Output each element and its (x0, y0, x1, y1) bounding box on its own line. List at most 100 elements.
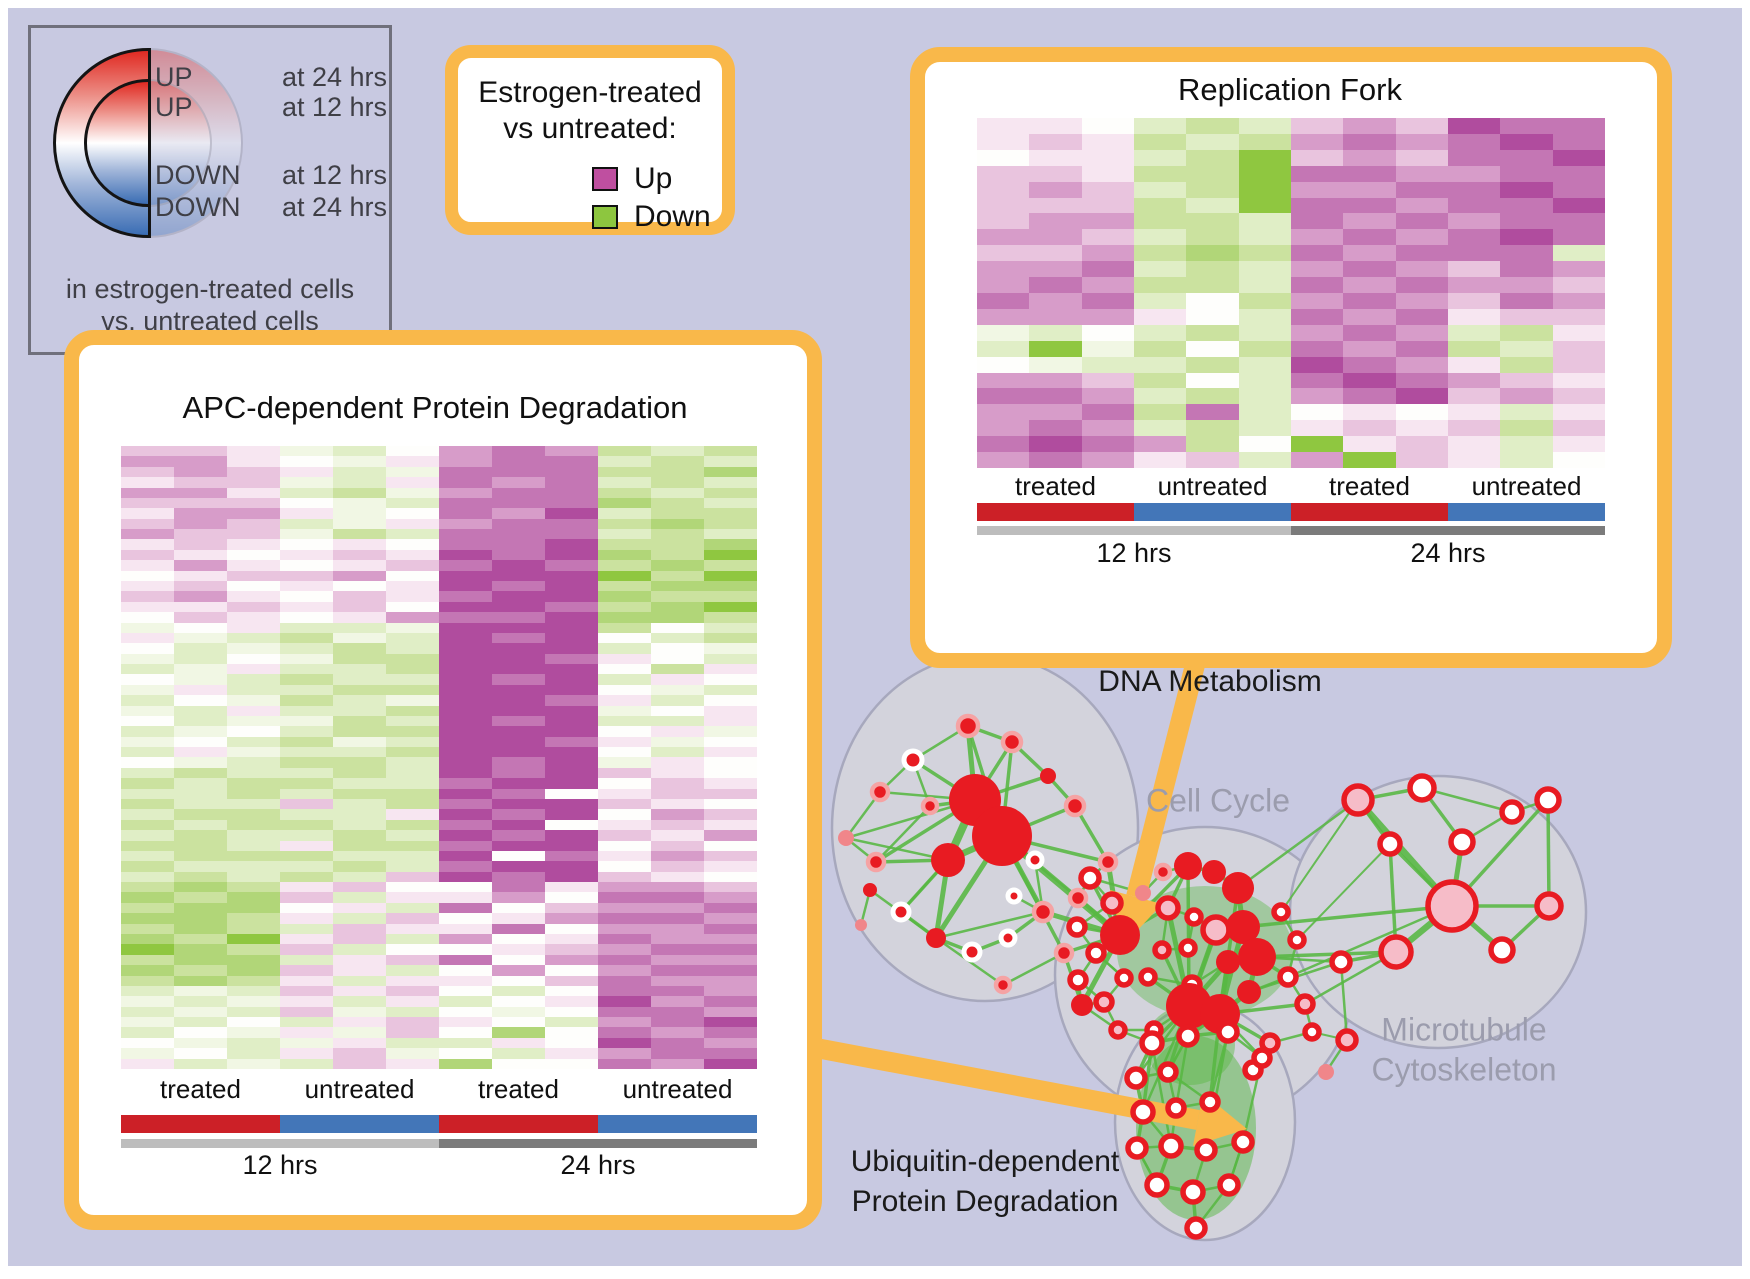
up-color-swatch (592, 167, 618, 191)
legend-item: Down (592, 200, 711, 234)
heatmap-cell (1343, 181, 1396, 198)
heatmap-cell (280, 850, 333, 862)
heatmap-cell (1500, 197, 1553, 214)
heatmap-cell (121, 508, 174, 519)
heatmap-cell (598, 653, 651, 665)
heatmap-cell (280, 944, 333, 955)
treatment-bar-segment (598, 1115, 757, 1133)
heatmap-cell (174, 736, 227, 748)
heatmap-cell (1238, 149, 1291, 166)
heatmap-cell (598, 985, 651, 997)
heatmap-cell (1343, 452, 1396, 468)
heatmap-cell (1290, 436, 1344, 453)
heatmap-cell (174, 560, 227, 571)
heatmap-cell (651, 705, 704, 716)
heatmap-cell (227, 466, 280, 478)
heatmap-cell (333, 612, 386, 623)
heatmap-cell (439, 456, 492, 467)
heatmap-cell (280, 466, 333, 478)
heatmap-cell (545, 622, 598, 633)
heatmap-cell (598, 840, 651, 851)
heatmap-cell (1081, 372, 1134, 389)
heatmap-cell (1186, 229, 1239, 246)
replication-fork-heatmap (977, 118, 1605, 468)
heatmap-cell (1447, 165, 1501, 182)
heatmap-cell (280, 580, 333, 592)
heatmap-cell (174, 529, 227, 540)
heatmap-cell (174, 664, 227, 675)
direction-label: UP (155, 62, 193, 92)
heatmap-cell (704, 757, 757, 768)
heatmap-cell (1238, 452, 1291, 468)
heatmap-cell (1552, 436, 1605, 453)
heatmap-cell (227, 965, 280, 976)
heatmap-cell (1238, 229, 1291, 246)
heatmap-cell (386, 601, 439, 613)
heatmap-cell (280, 1027, 333, 1038)
heatmap-cell (386, 1006, 439, 1018)
heatmap-cell (280, 726, 333, 737)
heatmap-cell (704, 954, 757, 966)
heatmap-cell (492, 840, 545, 851)
heatmap-cell (174, 747, 227, 758)
heatmap-cell (704, 871, 757, 883)
legend-title-line1: Estrogen-treated (478, 76, 702, 109)
heatmap-cell (704, 913, 757, 924)
heatmap-cell (1552, 324, 1605, 341)
heatmap-cell (492, 497, 545, 509)
group-label: treated (1329, 471, 1410, 501)
heatmap-cell (1290, 277, 1344, 293)
heatmap-cell (227, 1027, 280, 1038)
heatmap-cell (333, 591, 386, 602)
heatmap-cell (227, 632, 280, 644)
heatmap-cell (704, 477, 757, 488)
heatmap-cell (280, 965, 333, 976)
heatmap-cell (1500, 165, 1553, 182)
heatmap-cell (704, 726, 757, 737)
heatmap-cell (386, 549, 439, 561)
treatment-bar-segment (977, 503, 1134, 521)
heatmap-cell (598, 923, 651, 935)
heatmap-cell (439, 684, 492, 696)
heatmap-cell (1029, 436, 1082, 453)
heatmap-cell (598, 477, 651, 488)
heatmap-cell (227, 1006, 280, 1018)
heatmap-cell (1029, 293, 1082, 309)
heatmap-cell (704, 632, 757, 644)
heatmap-cell (333, 580, 386, 592)
heatmap-cell (545, 985, 598, 997)
heatmap-cell (598, 1037, 651, 1049)
heatmap-cell (333, 1006, 386, 1018)
heatmap-cell (545, 799, 598, 810)
heatmap-cell (1238, 388, 1291, 405)
heatmap-cell (1552, 420, 1605, 437)
heatmap-cell (280, 653, 333, 665)
heatmap-cell (651, 674, 704, 685)
heatmap-cell (333, 767, 386, 779)
hours-label: 24 hrs (1410, 538, 1486, 568)
heatmap-cell (704, 840, 757, 851)
heatmap-cell (174, 757, 227, 768)
heatmap-cell (386, 664, 439, 675)
heatmap-cell (386, 560, 439, 571)
heatmap-cell (121, 882, 174, 893)
heatmap-cell (333, 809, 386, 820)
heatmap-cell (280, 934, 333, 945)
heatmap-cell (651, 529, 704, 540)
heatmap-cell (1290, 229, 1344, 246)
heatmap-cell (280, 477, 333, 488)
heatmap-cell (1081, 293, 1134, 309)
heatmap-cell (598, 466, 651, 478)
heatmap-cell (704, 612, 757, 623)
heatmap-cell (977, 420, 1030, 437)
heatmap-cell (333, 1037, 386, 1049)
heatmap-cell (492, 1037, 545, 1049)
heatmap-cell (704, 1017, 757, 1028)
heatmap-cell (598, 601, 651, 613)
heatmap-cell (598, 788, 651, 800)
treatment-bar-segment (1134, 503, 1291, 521)
heatmap-cell (545, 1006, 598, 1018)
heatmap-cell (333, 757, 386, 768)
heatmap-cell (333, 778, 386, 789)
heatmap-cell (174, 788, 227, 800)
